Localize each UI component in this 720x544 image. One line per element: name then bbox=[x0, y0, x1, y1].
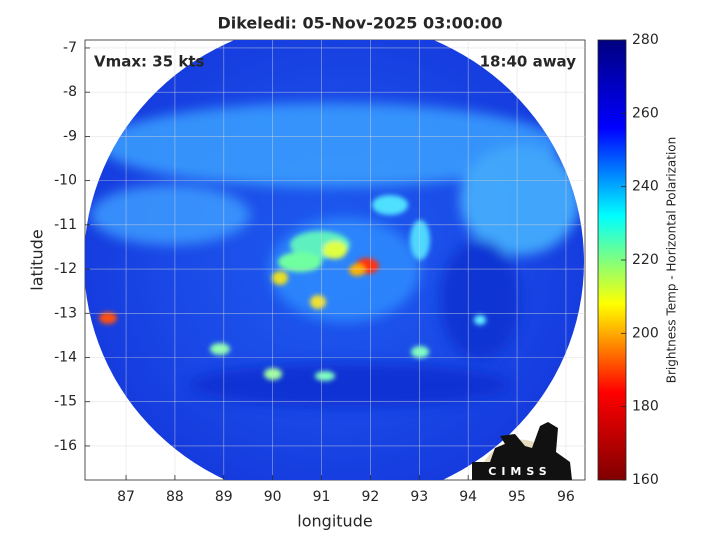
x-tick-label: 93 bbox=[410, 489, 428, 505]
x-tick-label: 92 bbox=[362, 489, 380, 505]
x-tick-label: 95 bbox=[508, 489, 526, 505]
y-tick-label: -11 bbox=[54, 217, 77, 233]
colorbar-tick-label: 280 bbox=[632, 32, 659, 48]
colorbar-label: Brightness Temp - Horizontal Polarizatio… bbox=[665, 137, 679, 384]
x-tick-label: 89 bbox=[215, 489, 233, 505]
x-tick-label: 96 bbox=[557, 489, 575, 505]
logo: CIMSS bbox=[472, 422, 572, 480]
chart-title: Dikeledi: 05-Nov-2025 03:00:00 bbox=[217, 14, 502, 33]
colorbar-tick-label: 180 bbox=[632, 399, 659, 415]
colorbar-tick-label: 260 bbox=[632, 105, 659, 121]
y-tick-label: -14 bbox=[54, 350, 77, 366]
x-tick-label: 90 bbox=[264, 489, 282, 505]
y-tick-label: -15 bbox=[54, 394, 77, 410]
colorbar-tick-label: 220 bbox=[632, 252, 659, 268]
y-tick-label: -10 bbox=[54, 173, 77, 189]
y-tick-label: -12 bbox=[54, 261, 77, 277]
y-tick-label: -13 bbox=[54, 305, 77, 321]
satellite-image bbox=[85, 40, 584, 480]
colorbar-tick-label: 200 bbox=[632, 325, 659, 341]
x-tick-label: 91 bbox=[313, 489, 331, 505]
x-axis-label: longitude bbox=[297, 512, 372, 531]
colorbar-tick-label: 160 bbox=[632, 472, 659, 488]
x-tick-label: 94 bbox=[459, 489, 477, 505]
colorbar-tick-label: 240 bbox=[632, 179, 659, 195]
logo-text: CIMSS bbox=[488, 465, 551, 478]
annotation: Vmax: 35 kts bbox=[94, 53, 204, 71]
annotation: 18:40 away bbox=[480, 53, 577, 71]
y-axis-label: latitude bbox=[28, 229, 47, 290]
axes: 87 88 89 90 91 92 93 94 95 96 -7 -8 -9 -10 -11 -12 -13 -1… bbox=[54, 40, 585, 505]
y-tick-label: -9 bbox=[63, 128, 77, 144]
x-tick-label: 88 bbox=[166, 489, 184, 505]
y-tick-label: -7 bbox=[63, 40, 77, 56]
y-tick-label: -8 bbox=[63, 84, 77, 100]
x-tick-label: 87 bbox=[117, 489, 135, 505]
y-tick-label: -16 bbox=[54, 438, 77, 454]
